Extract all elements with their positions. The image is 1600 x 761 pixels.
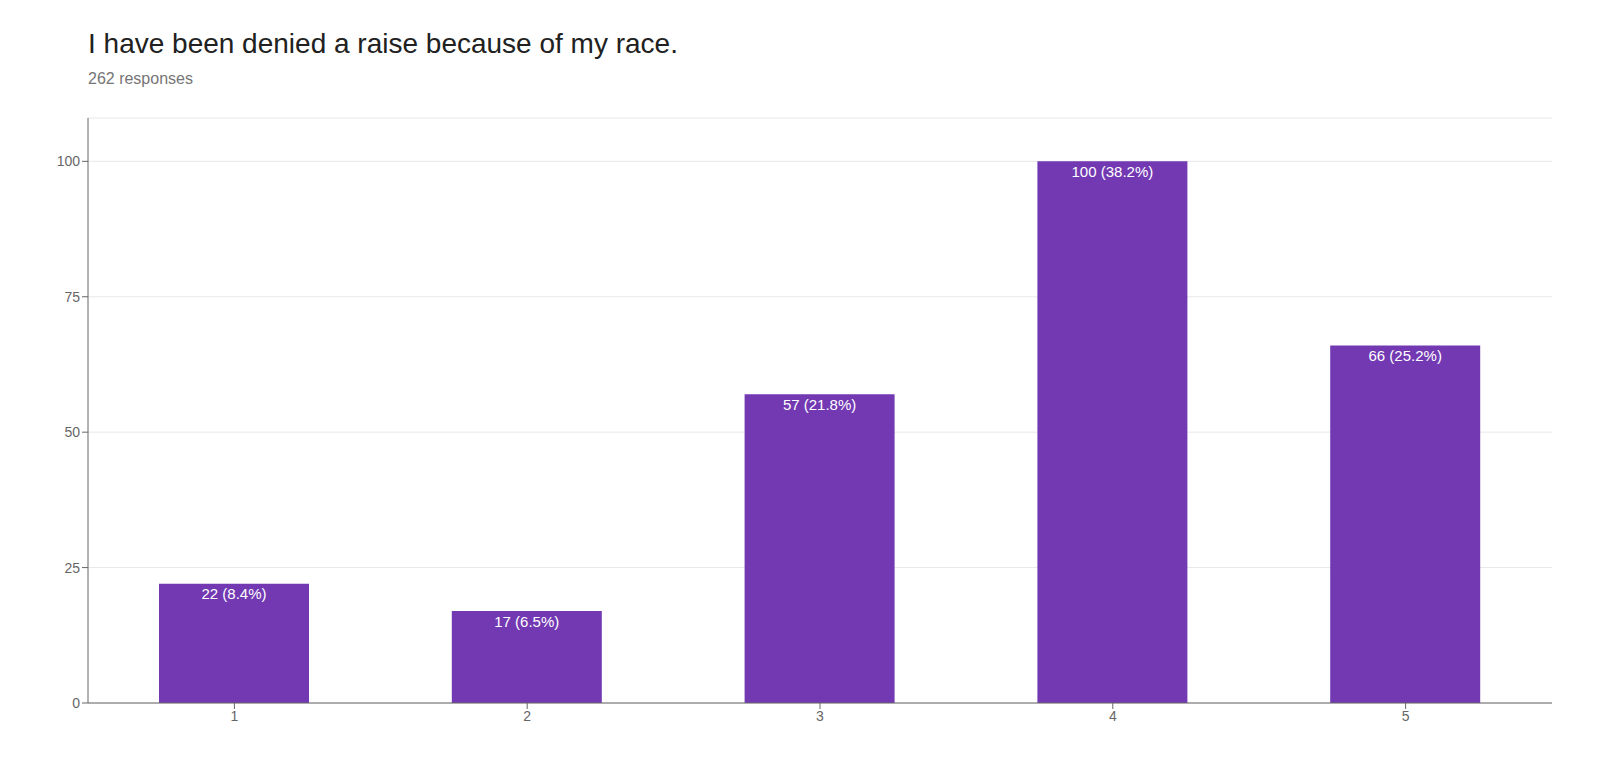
svg-text:66 (25.2%): 66 (25.2%) bbox=[1369, 347, 1442, 364]
html-text:262 responses: 262 responses bbox=[88, 70, 193, 87]
svg-text:4: 4 bbox=[1109, 708, 1117, 724]
html-text:I have been denied a raise bec: I have been denied a raise because of my… bbox=[88, 28, 678, 59]
svg-text:1: 1 bbox=[231, 708, 239, 724]
svg-text:5: 5 bbox=[1402, 708, 1410, 724]
svg-text:100 (38.2%): 100 (38.2%) bbox=[1072, 163, 1154, 180]
svg-text:25: 25 bbox=[64, 560, 80, 576]
svg-text:75: 75 bbox=[64, 289, 80, 305]
svg-text:100: 100 bbox=[57, 153, 81, 169]
svg-text:17 (6.5%): 17 (6.5%) bbox=[494, 613, 559, 630]
svg-text:50: 50 bbox=[64, 424, 80, 440]
svg-text:0: 0 bbox=[72, 695, 80, 711]
svg-text:3: 3 bbox=[816, 708, 824, 724]
svg-text:2: 2 bbox=[523, 708, 531, 724]
svg-text:57 (21.8%): 57 (21.8%) bbox=[783, 396, 856, 413]
svg-text:22 (8.4%): 22 (8.4%) bbox=[201, 585, 266, 602]
